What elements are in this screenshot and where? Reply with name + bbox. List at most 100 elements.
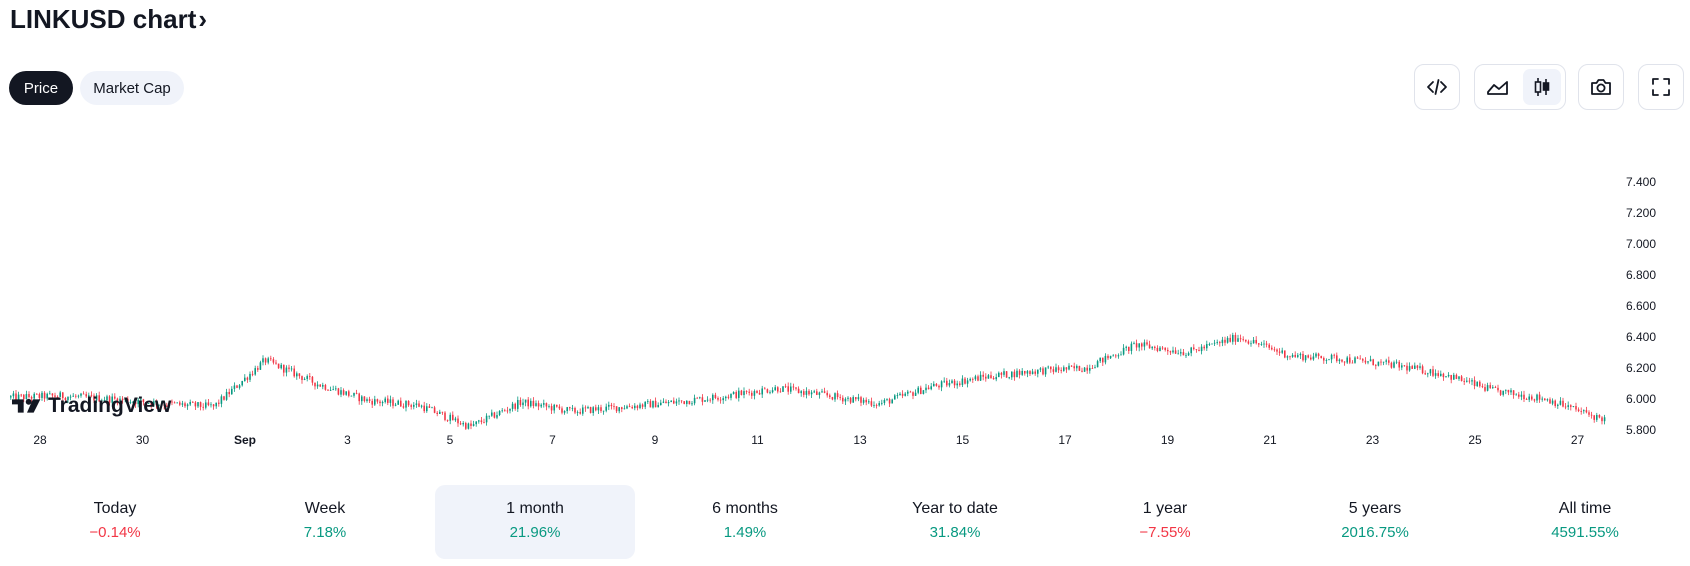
tradingview-logo[interactable]: TradingView <box>12 394 171 418</box>
candle-up <box>1393 362 1395 368</box>
candle-down <box>836 393 839 398</box>
candle-up <box>498 410 501 416</box>
candle-down <box>1403 365 1406 367</box>
candle-down <box>600 407 602 412</box>
candle-up <box>1216 342 1218 343</box>
candle-up <box>1557 404 1559 406</box>
candle-down <box>504 410 506 412</box>
period-1-year[interactable]: 1 year −7.55% <box>1065 485 1265 559</box>
snapshot-button[interactable] <box>1578 64 1624 110</box>
candle-up <box>1382 361 1385 363</box>
candle-up <box>168 401 171 406</box>
chart-title-link[interactable]: LINKUSD chart › <box>10 4 207 35</box>
period-1-month[interactable]: 1 month 21.96% <box>435 485 635 559</box>
area-style-button[interactable] <box>1479 69 1517 105</box>
candle-down <box>368 399 371 401</box>
candle-down <box>38 394 41 398</box>
period-today[interactable]: Today −0.14% <box>15 485 215 559</box>
y-tick-label: 7.400 <box>1626 175 1656 189</box>
period-5-years[interactable]: 5 years 2016.75% <box>1275 485 1475 559</box>
candle-down <box>1169 351 1172 353</box>
candle-down <box>155 401 158 406</box>
performance-periods: Today −0.14% Week 7.18% 1 month 21.96% 6 month… <box>0 485 1690 559</box>
candle-up <box>280 364 282 369</box>
period-label: 1 year <box>1142 500 1188 517</box>
candle-down <box>1533 399 1536 401</box>
candle-down <box>23 394 25 400</box>
candle-up <box>862 399 865 403</box>
candle-up <box>17 394 20 400</box>
candle-down <box>1060 370 1062 372</box>
candle-up <box>124 398 126 401</box>
candle-up <box>1291 354 1294 357</box>
candle-down <box>1115 355 1117 357</box>
candle-down <box>228 391 230 395</box>
candle-down <box>166 405 168 407</box>
candle-up <box>899 393 901 396</box>
period-week[interactable]: Week 7.18% <box>225 485 425 559</box>
candle-down <box>1351 362 1354 364</box>
candle-up <box>722 398 724 401</box>
candle-down <box>1336 355 1338 362</box>
candle-down <box>387 398 389 403</box>
candle-down <box>298 373 301 377</box>
candle-up <box>186 404 189 407</box>
candle-down <box>1271 347 1273 350</box>
candle-up <box>1429 369 1432 374</box>
candle-down <box>1538 394 1541 400</box>
candle-down <box>1078 365 1081 371</box>
candle-up <box>1304 355 1307 361</box>
candle-down <box>1320 356 1322 358</box>
x-tick-label: 15 <box>956 433 970 447</box>
candle-down <box>1164 347 1166 350</box>
period-all-time[interactable]: All time 4591.55% <box>1485 485 1685 559</box>
candle-down <box>972 378 974 380</box>
period-year-to-date[interactable]: Year to date 31.84% <box>855 485 1055 559</box>
tab-price[interactable]: Price <box>9 71 73 105</box>
tradingview-icon <box>12 398 41 413</box>
candle-down <box>1333 354 1335 356</box>
candle-down <box>114 396 116 399</box>
candle-down <box>1507 389 1510 393</box>
candle-down <box>1081 370 1083 372</box>
candle-up <box>1177 353 1179 355</box>
candle-down <box>121 398 124 401</box>
candle-up <box>774 387 776 391</box>
price-chart[interactable]: 7.400 7.200 7.000 6.800 6.600 6.400 6.200 6.000… <box>0 130 1690 460</box>
x-tick-label: 19 <box>1161 433 1175 447</box>
candle-down <box>935 383 938 386</box>
candle-up <box>933 383 935 387</box>
candle-up <box>491 412 493 416</box>
candle-down <box>428 406 431 408</box>
y-tick-label: 7.200 <box>1626 206 1656 220</box>
embed-button[interactable] <box>1414 64 1460 110</box>
candle-up <box>181 403 184 405</box>
candle-up <box>1297 355 1299 357</box>
candle-down <box>54 395 56 397</box>
candle-down <box>218 402 220 404</box>
candle-up <box>1172 350 1174 353</box>
candle-down <box>444 412 446 420</box>
period-6-months[interactable]: 6 months 1.49% <box>645 485 845 559</box>
candle-down <box>392 399 394 406</box>
candle-down <box>959 383 961 385</box>
fullscreen-button[interactable] <box>1638 64 1684 110</box>
candle-style-button[interactable] <box>1523 69 1561 105</box>
candle-down <box>875 404 878 406</box>
candle-up <box>1260 344 1263 345</box>
candle-up <box>439 411 441 414</box>
candle-down <box>982 374 984 377</box>
candle-up <box>329 389 332 391</box>
candle-up <box>987 375 990 379</box>
candle-up <box>1440 373 1442 376</box>
candle-down <box>595 407 597 411</box>
period-change: 1.49% <box>723 524 767 541</box>
candle-down <box>1588 412 1590 415</box>
candle-down <box>842 397 844 402</box>
candle-down <box>870 401 873 406</box>
candle-down <box>826 392 828 396</box>
candle-up <box>233 385 236 389</box>
tab-market-cap[interactable]: Market Cap <box>80 71 184 105</box>
candle-down <box>1375 365 1377 366</box>
candle-down <box>1450 374 1452 380</box>
